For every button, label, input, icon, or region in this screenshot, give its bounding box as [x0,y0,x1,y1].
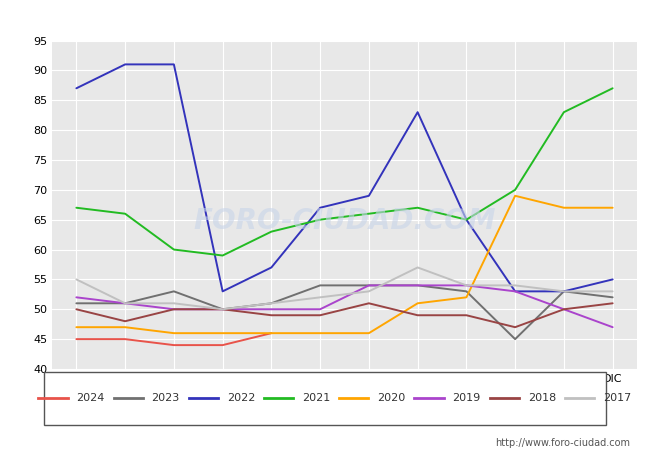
Text: 2021: 2021 [302,393,330,403]
Text: 2022: 2022 [227,393,255,403]
Text: 2019: 2019 [452,393,481,403]
Text: 2020: 2020 [377,393,406,403]
Text: 2023: 2023 [151,393,180,403]
Text: 2024: 2024 [77,393,105,403]
Text: 2017: 2017 [603,393,631,403]
FancyBboxPatch shape [44,372,606,425]
Text: Afiliados en Budia a 31/5/2024: Afiliados en Budia a 31/5/2024 [198,11,452,29]
Text: 2018: 2018 [528,393,556,403]
Text: http://www.foro-ciudad.com: http://www.foro-ciudad.com [495,438,630,448]
Text: FORO-CIUDAD.COM: FORO-CIUDAD.COM [193,207,496,235]
